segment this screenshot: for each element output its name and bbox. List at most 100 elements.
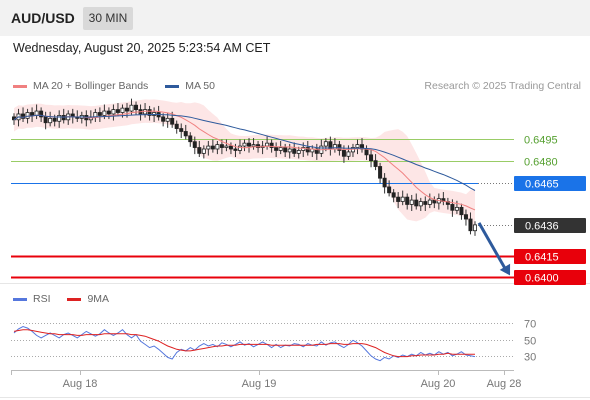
candle-body [405,196,410,205]
candle-body [314,148,319,154]
candle-body [346,151,351,157]
x-tick-label: Aug 18 [63,378,98,390]
candle-body [111,109,116,115]
candle-body [143,109,148,115]
candle-body [472,224,477,232]
candle-body [30,112,35,116]
candle-body [323,141,328,147]
candle-body [459,206,464,216]
rsi-tick-label: 50 [524,336,536,348]
candle-body [188,135,193,143]
rsi-line [13,325,476,362]
forecast-arrow-shaft [477,222,507,270]
candle-body [57,115,62,122]
ma50-line [13,113,476,191]
legend-rsi-label: RSI [33,293,51,305]
candle-body [409,199,414,205]
candle-body [274,147,279,151]
current-label-3: 0.6436 [525,221,559,233]
candle-body [201,148,206,154]
candle-body [463,214,468,220]
candle-body [292,148,297,154]
candle-body [210,145,215,150]
ma20-line [13,110,476,211]
candle-body [21,113,26,119]
legend-bollinger-label: MA 20 + Bollinger Bands [33,80,149,92]
candle-body [382,177,387,188]
candle-body [215,144,220,150]
rsi-ma-swatch [67,297,82,301]
candle-body [247,142,252,147]
candle-body [124,107,129,112]
candle-body [97,112,102,116]
candle-body [251,144,256,147]
candle-body [432,199,437,204]
legend-item-bollinger: MA 20 + Bollinger Bands [13,80,148,92]
candle-body [219,144,224,148]
legend-item-ma50: MA 50 [165,80,215,92]
price-legend: MA 20 + Bollinger Bands MA 50 [13,80,229,92]
candle-body [369,154,374,162]
support-label-4: 0.6415 [525,252,559,264]
candle-body [52,117,57,122]
candle-body [396,196,401,202]
support-tag-4 [514,249,586,264]
candle-body [454,206,459,211]
candle-body [287,148,292,153]
candle-body [170,117,175,125]
legend-item-rsi-ma: 9MA [67,293,109,305]
candle-body [39,110,44,118]
candle-body [242,142,247,147]
candle-body [278,147,283,151]
candle-body [332,144,337,150]
candle-body [197,147,202,154]
rsi-swatch [13,297,27,301]
current-tag-3 [514,218,586,233]
candle-body [283,147,288,153]
candle-body [115,109,120,113]
candle-body [93,112,98,118]
forecast-arrow-head [499,263,511,276]
candle-body [147,109,152,116]
candle-body [25,112,30,119]
candle-body [192,141,197,148]
candle-body [427,199,432,205]
candle-body [106,110,111,115]
candle-body [468,218,473,232]
candle-body [206,145,211,150]
legend-ma50-label: MA 50 [185,80,215,92]
x-tick-label: Aug 19 [242,378,277,390]
pivot-label-2: 0.6465 [525,179,559,191]
candle-body [391,192,396,198]
rsi-ma-line [13,329,475,358]
candle-body [450,204,455,211]
candle-body [350,147,355,153]
candle-body [341,150,346,157]
timeframe-badge[interactable]: 30 MIN [83,7,133,30]
candle-body [423,201,428,205]
candle-body [414,199,419,207]
candle-body [102,110,107,116]
candle-body [179,128,184,132]
support-tag-5 [514,270,586,285]
candle-body [364,148,369,156]
rsi-legend: RSI 9MA [13,293,123,305]
ma50-swatch [165,84,180,88]
candle-body [174,123,179,129]
candle-body [161,116,166,122]
candle-body [43,116,48,124]
legend-item-rsi: RSI [13,293,51,305]
candle-body [165,117,170,122]
candle-body [269,142,274,148]
x-tick-label: Aug 20 [421,378,456,390]
x-tick-label: Aug 28 [487,378,522,390]
header-bar: AUD/USD 30 MIN [0,0,590,36]
candle-body [373,160,378,167]
bollinger-band-fill [14,99,475,230]
candle-body [355,144,360,148]
pivot-tag-2 [514,176,586,191]
candle-body [265,142,270,147]
candle-body [237,145,242,151]
rsi-tick-label: 30 [524,352,536,364]
